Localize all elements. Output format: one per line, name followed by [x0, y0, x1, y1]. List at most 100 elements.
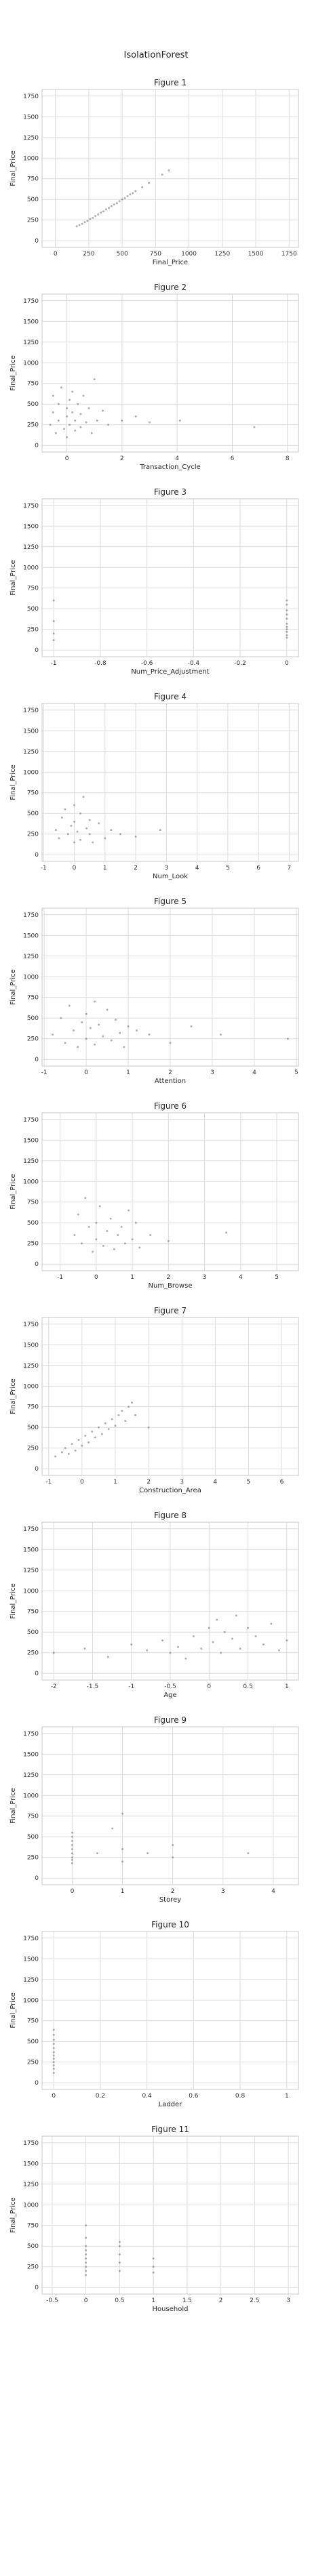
scatter-point — [178, 420, 181, 422]
scatter-point — [68, 1004, 71, 1007]
x-tick-label: 8 — [286, 455, 290, 462]
scatter-point — [85, 2253, 87, 2255]
figure-suptitle: IsolationForest — [123, 50, 189, 60]
y-axis-label: Final_Price — [9, 1788, 17, 1823]
scatter-point — [134, 190, 137, 192]
scatter-point — [74, 429, 77, 432]
scatter-point — [64, 1042, 66, 1044]
subplot-title: Figure 7 — [154, 1306, 187, 1315]
scatter-point — [132, 192, 134, 195]
scatter-point — [124, 1419, 127, 1422]
y-tick-label: 1000 — [23, 1793, 39, 1799]
subplot-figure-8: Figure 8 -2 -1.5 -1 -0.5 0 0.5 1 0 250 500 750 1000 1… — [9, 1511, 299, 1699]
scatter-point — [66, 407, 69, 409]
x-tick-label: 0 — [71, 1888, 75, 1895]
scatter-point — [52, 2047, 55, 2049]
scatter-point — [107, 424, 110, 426]
scatter-point — [71, 390, 74, 393]
scatter-point — [110, 1039, 113, 1042]
scatter-point — [52, 2061, 55, 2064]
y-tick-label: 250 — [27, 1241, 39, 1248]
plot-frame — [41, 293, 299, 453]
scatter-point — [71, 1862, 73, 1864]
x-tick-label: 5 — [226, 865, 230, 872]
scatter-point — [286, 599, 288, 602]
y-tick-label: 750 — [27, 1404, 39, 1411]
x-tick-label: -1.5 — [87, 1683, 99, 1690]
scatter-point — [148, 1034, 151, 1036]
x-tick-label: 0 — [84, 1069, 88, 1076]
plot-frame — [41, 2135, 299, 2295]
scatter-point — [286, 626, 288, 628]
scatter-point — [93, 1043, 96, 1046]
scatter-point — [87, 407, 90, 409]
y-tick-label: 1750 — [23, 94, 39, 100]
scatter-point — [117, 1414, 120, 1416]
x-axis-label: Attention — [155, 1078, 186, 1085]
y-tick-label: 1000 — [23, 1179, 39, 1185]
scatter-point — [107, 1428, 110, 1431]
subplot-title: Figure 6 — [154, 1101, 187, 1111]
scatter-point — [118, 2253, 121, 2255]
scatter-point — [52, 394, 54, 397]
scatter-point — [119, 833, 121, 836]
x-tick-label: -2 — [51, 1683, 57, 1690]
scatter-point — [97, 213, 100, 216]
scatter-point — [190, 1025, 193, 1027]
subplot-title: Figure 2 — [154, 283, 187, 292]
x-tick-label: 0 — [54, 251, 58, 258]
y-tick-label: 1750 — [23, 912, 39, 919]
y-tick-label: 250 — [27, 218, 39, 224]
scatter-point — [77, 1213, 79, 1216]
y-tick-label: 500 — [27, 401, 39, 408]
y-tick-label: 500 — [27, 2039, 39, 2045]
x-tick-label: 750 — [150, 251, 161, 258]
scatter-point — [88, 833, 91, 836]
y-tick-label: 250 — [27, 627, 39, 634]
scatter-point — [60, 1017, 62, 1019]
x-tick-label: 0.6 — [189, 2093, 199, 2100]
subplot-title: Figure 11 — [151, 2125, 189, 2134]
y-tick-label: 1250 — [23, 1363, 39, 1370]
plot-frame — [41, 1112, 299, 1271]
scatter-point — [85, 2224, 87, 2227]
x-tick-label: -1 — [57, 1274, 63, 1281]
y-tick-label: 1500 — [23, 523, 39, 530]
scatter-point — [71, 1839, 73, 1842]
y-tick-label: 250 — [27, 1446, 39, 1452]
scatter-point — [146, 1649, 149, 1652]
scatter-point — [286, 613, 288, 616]
scatter-point — [286, 634, 288, 636]
scatter-point — [286, 1639, 288, 1641]
y-tick-label: 1000 — [23, 974, 39, 981]
y-tick-label: 1500 — [23, 1342, 39, 1349]
subplot-figure-11: Figure 11 -0.5 0 0.5 1 1.5 2 2.5 3 0 250 500 750 1000… — [9, 2125, 299, 2313]
x-axis-label: Final_Price — [153, 259, 188, 266]
scatter-point — [70, 825, 73, 827]
scatter-point — [82, 796, 85, 798]
y-tick-label: 0 — [35, 1261, 39, 1268]
y-axis-label: Final_Price — [9, 764, 17, 800]
scatter-point — [101, 409, 104, 412]
x-tick-label: 5 — [294, 1069, 298, 1076]
scatter-point — [254, 1635, 257, 1637]
x-tick-label: 1 — [121, 1888, 125, 1895]
x-tick-label: 4 — [175, 455, 179, 462]
scatter-point — [57, 420, 60, 422]
y-tick-label: 0 — [35, 852, 39, 859]
y-tick-label: 0 — [35, 443, 39, 449]
x-tick-label: 1 — [151, 2297, 155, 2304]
y-axis-label: Final_Price — [9, 355, 17, 390]
y-tick-label: 250 — [27, 1650, 39, 1657]
scatter-point — [123, 197, 126, 199]
scatter-point — [100, 211, 102, 214]
scatter-point — [270, 1622, 273, 1625]
scatter-point — [71, 1843, 73, 1846]
x-tick-label: -1 — [41, 1069, 47, 1076]
scatter-point — [78, 224, 81, 226]
y-tick-label: 250 — [27, 1855, 39, 1862]
scatter-point — [161, 1639, 164, 1641]
scatter-point — [110, 205, 113, 207]
y-tick-label: 0 — [35, 238, 39, 245]
